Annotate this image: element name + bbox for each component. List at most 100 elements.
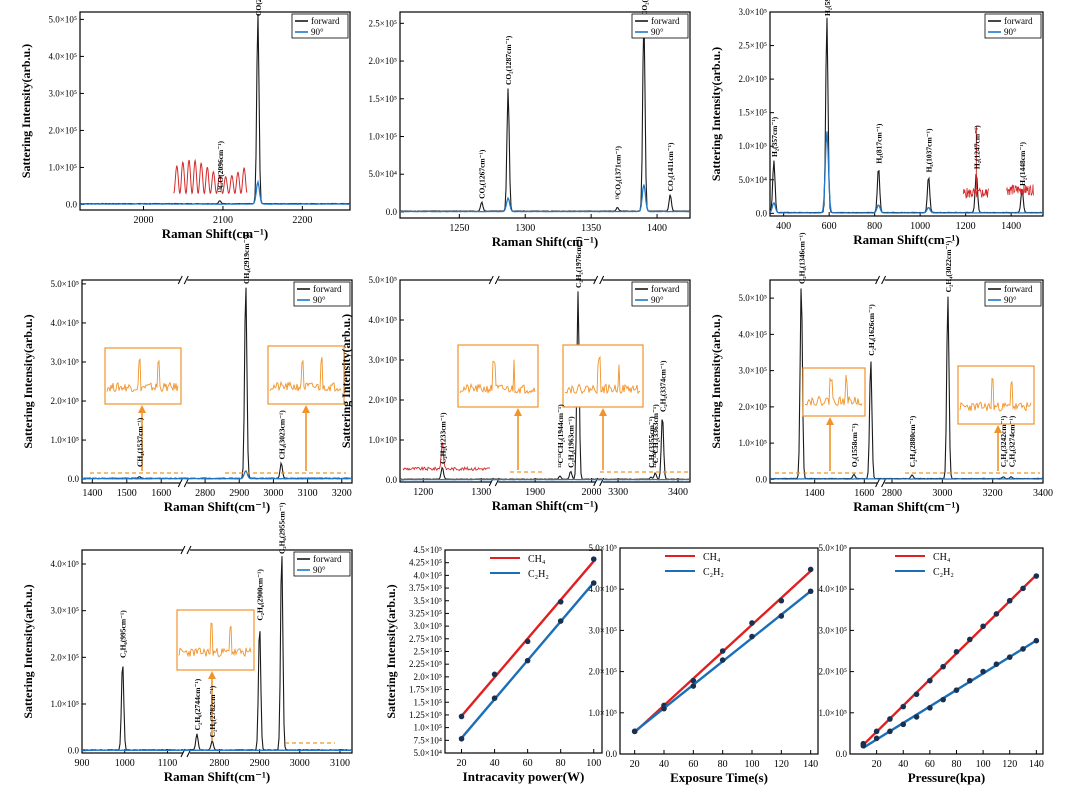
x-tick-label: 1100: [158, 758, 178, 769]
peak-label: CO₂(1411cm⁻¹): [666, 142, 675, 191]
data-point: [749, 633, 755, 640]
peak-label: C₂H₄(2880cm⁻¹): [908, 415, 917, 467]
zoom-inset: [176, 609, 255, 671]
legend-box: [631, 13, 689, 39]
series-forward: [770, 17, 1043, 214]
x-axis-label: Raman Shift(cm⁻¹): [492, 234, 598, 249]
y-tick-label: 2.0×10⁵: [369, 395, 397, 405]
data-point: [719, 648, 726, 654]
data-layer: [400, 291, 690, 481]
legend-label-90: 90°: [313, 295, 326, 305]
y-tick-label: 3.0×10⁵: [819, 625, 847, 635]
y-tick-label: 2.5×10⁵: [414, 647, 442, 657]
x-tick-label: 20: [630, 759, 640, 770]
y-tick-label: 3.0×10⁵: [51, 606, 79, 616]
x-tick-label: 1900: [525, 487, 545, 498]
y-tick-label: 3.0×10⁵: [369, 355, 397, 365]
x-tick-label: 60: [688, 759, 698, 770]
y-tick-label: 1.75×10⁵: [409, 685, 442, 695]
legend-label-90: 90°: [1004, 295, 1017, 305]
axis-break-gap: [877, 479, 885, 487]
y-tick-label: 2.0×10⁵: [819, 667, 847, 677]
series-90: [80, 179, 350, 205]
y-tick-label: 3.5×10⁵: [414, 596, 442, 606]
x-tick-label: 1250: [449, 223, 469, 234]
y-axis-label: Sattering Intensity(arb.u.): [21, 314, 35, 448]
plot-frame: [399, 11, 691, 219]
data-point: [927, 705, 933, 711]
legend-box: [291, 13, 349, 39]
series-90: [400, 184, 690, 213]
peak-label: CO(2144cm⁻¹): [254, 0, 263, 16]
y-tick-label: 5.0×10⁴: [414, 748, 442, 758]
data-point: [778, 613, 785, 619]
peak-label: CO₂(1390cm⁻¹): [640, 0, 649, 16]
data-point: [524, 638, 531, 645]
axis-break-gap: [877, 276, 885, 284]
plot-frame: [81, 549, 353, 754]
y-axis-label: Sattering Intensity(arb.u.): [384, 584, 398, 718]
y-tick-label: 0.0: [606, 749, 618, 759]
x-tick-label: 60: [925, 759, 935, 770]
x-axis-label: Raman Shift(cm⁻¹): [162, 226, 268, 241]
legend-label-forward: forward: [311, 16, 340, 26]
peak-label: C₂H₂(1976cm⁻¹): [574, 236, 583, 288]
peak-label: ¹³CO₂(1371cm⁻¹): [614, 145, 623, 199]
y-tick-label: 4.0×10⁵: [49, 51, 77, 61]
y-axis-label: Sattering Intensity(arb.u.): [19, 44, 33, 178]
x-tick-label: 1200: [956, 221, 976, 232]
data-point: [927, 677, 933, 684]
x-tick-label: 100: [976, 759, 991, 770]
data-point: [900, 721, 907, 728]
y-tick-label: 3.0×10⁵: [589, 625, 617, 635]
zoom-arrow-head: [138, 405, 146, 413]
y-tick-label: 0.0: [756, 474, 768, 484]
zoom-inset: [457, 344, 539, 408]
y-tick-label: 2.0×10⁵: [369, 56, 397, 66]
x-tick-label: 3000: [932, 488, 952, 499]
y-axis-label: Sattering Intensity(arb.u.): [21, 584, 35, 718]
x-tick-label: 120: [774, 759, 789, 770]
peak-label: ¹³CO(2096cm⁻¹): [216, 141, 225, 193]
peak-label: H₂(1037cm⁻¹): [925, 128, 934, 172]
data-point: [993, 611, 1000, 617]
x-axis-label: Raman Shift(cm⁻¹): [492, 498, 598, 513]
peak-label: C₂H₄(1626cm⁻¹): [867, 304, 876, 356]
data-point: [980, 668, 986, 675]
y-tick-label: 2.25×10⁵: [409, 659, 442, 669]
plot-frame: [399, 279, 691, 483]
series-13co-zoom: [173, 158, 248, 195]
axis-break-mark: [875, 275, 881, 285]
data-point: [631, 728, 638, 735]
legend-box: [631, 281, 689, 307]
x-tick-label: 60: [523, 758, 533, 769]
data-point: [980, 623, 986, 630]
y-tick-label: 7.5×10⁴: [414, 735, 442, 745]
data-point: [690, 677, 697, 684]
x-tick-label: 40: [490, 758, 500, 769]
peak-label: C₂H₆(2782cm⁻¹): [208, 685, 217, 737]
peak-label: H₂(1448cm⁻¹): [1018, 141, 1027, 185]
y-tick-label: 3.0×10⁵: [414, 621, 442, 631]
legend-label-90: 90°: [1004, 27, 1017, 37]
zoom-arrow-head: [208, 671, 216, 679]
legend-label: C₂H₂: [703, 567, 724, 578]
axis-break-mark: [183, 275, 189, 285]
data-point: [873, 735, 880, 742]
peak-label: C₂H₄(3242cm⁻¹): [999, 415, 1008, 467]
peak-label: ¹²C¹³CH₂(1944cm⁻¹): [556, 404, 565, 468]
y-tick-label: 3.25×10⁵: [409, 608, 442, 618]
plot-frame: [81, 279, 353, 484]
y-tick-label: 1.5×10⁵: [414, 697, 442, 707]
peak-label: H₂(590cm⁻¹): [823, 0, 832, 16]
panel-8: 5.0×10⁴ 7.5×10⁴ 1.0×10⁵ 1.25×10⁵ 1.5×10⁵ 1.75…: [384, 545, 603, 784]
y-tick-label: 2.0×10⁵: [414, 672, 442, 682]
y-tick-label: 1.25×10⁵: [409, 710, 442, 720]
x-axis-label: Raman Shift(cm⁻¹): [853, 499, 959, 514]
data-point: [953, 649, 960, 655]
peak-label: C₂H₆(2955cm⁻¹): [278, 502, 287, 554]
y-tick-label: 2.5×10⁵: [369, 18, 397, 28]
peak-label: C₂H₆(2744cm⁻¹): [193, 678, 202, 730]
axis-break-gap: [595, 478, 603, 486]
data-point: [491, 671, 498, 678]
